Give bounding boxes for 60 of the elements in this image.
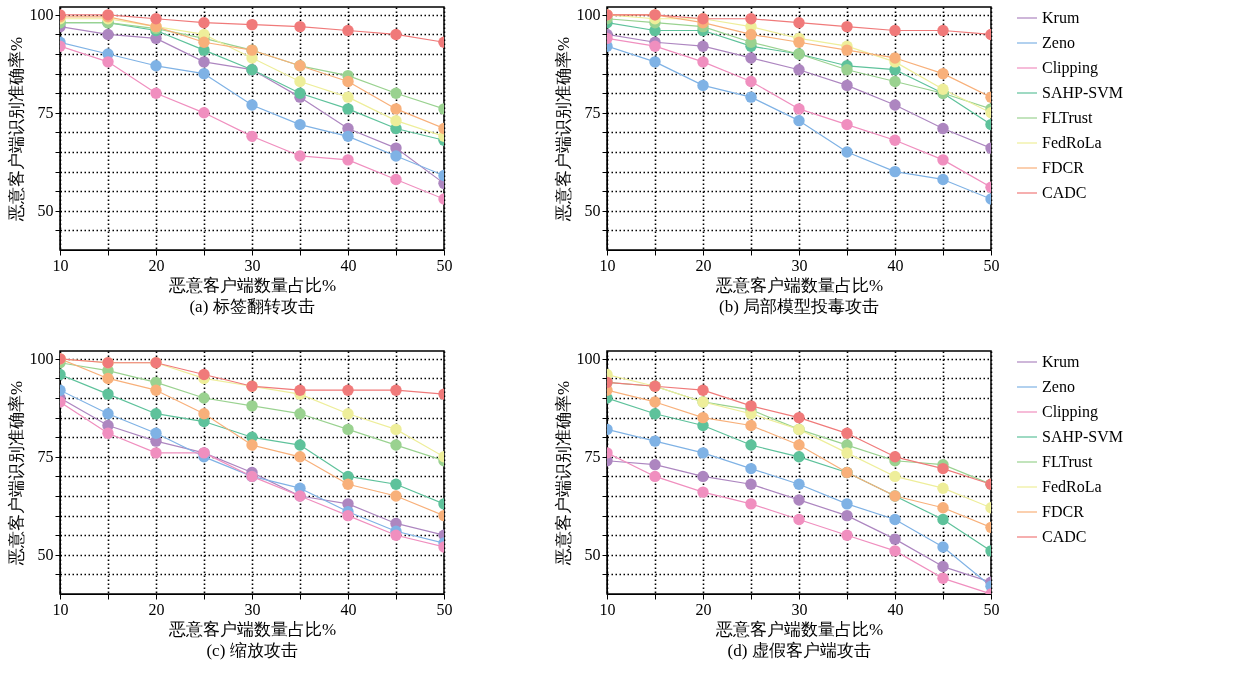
x-axis-title: 恶意客户端数量占比% [714,275,884,295]
y-axis-title: 恶意客户端识别准确率% [553,380,573,567]
text: (d) 虚假客户端攻击 [727,641,871,660]
x-tick-label: 30 [791,256,808,274]
x-tick-label: 50 [436,600,453,618]
text: (a) 标签翻转攻击 [189,297,315,316]
x-tick-label: 20 [695,600,712,618]
y-tick-label: 100 [29,6,54,24]
x-tick-label: 40 [887,600,904,618]
legend-label: Zeno [1042,378,1075,395]
x-tick-label: 20 [148,256,165,274]
legend-label: CADC [1042,184,1087,201]
legend-label: FLTrust [1042,109,1093,126]
legend-label: SAHP-SVM [1042,428,1123,445]
legend-label: Clipping [1042,59,1099,77]
x-tick-label: 30 [244,600,261,618]
x-tick-label: 30 [244,256,261,274]
text: (b) 局部模型投毒攻击 [718,297,880,316]
legend-label: FDCR [1042,503,1085,520]
x-axis-title: 恶意客户端数量占比% [714,619,884,639]
x-tick-label: 20 [695,256,712,274]
legend-label: Krum [1042,353,1080,370]
x-axis-title: 恶意客户端数量占比% [167,275,337,295]
y-tick-label: 50 [584,202,601,220]
legend-label: FedRoLa [1042,478,1102,495]
legend-label: Krum [1042,9,1080,26]
x-tick-label: 20 [148,600,165,618]
x-tick-label: 10 [599,256,616,274]
y-axis-title: 恶意客户端识别准确率% [553,36,573,223]
y-tick-label: 100 [576,6,601,24]
x-tick-label: 40 [340,256,357,274]
legend-label: FedRoLa [1042,134,1102,151]
text: (c) 缩放攻击 [206,641,298,660]
y-tick-label: 100 [576,350,601,368]
y-tick-label: 50 [584,546,601,564]
x-tick-label: 10 [599,600,616,618]
y-tick-label: 75 [584,448,601,466]
legend-label: Clipping [1042,403,1099,421]
y-tick-label: 75 [37,448,54,466]
x-tick-label: 50 [983,256,1000,274]
x-tick-label: 10 [52,600,69,618]
y-tick-label: 75 [37,104,54,122]
x-tick-label: 10 [52,256,69,274]
x-tick-label: 30 [791,600,808,618]
legend-label: FDCR [1042,159,1085,176]
legend-label: CADC [1042,528,1087,545]
x-tick-label: 40 [887,256,904,274]
x-axis-title: 恶意客户端数量占比% [167,619,337,639]
y-tick-label: 50 [37,546,54,564]
y-axis-title: 恶意客户端识别准确率% [6,380,26,567]
legend-label: Zeno [1042,34,1075,51]
legend-label: SAHP-SVM [1042,84,1123,101]
y-axis-title: 恶意客户端识别准确率% [6,36,26,223]
legend-label: FLTrust [1042,453,1093,470]
x-tick-label: 40 [340,600,357,618]
y-tick-label: 50 [37,202,54,220]
y-tick-label: 75 [584,104,601,122]
x-tick-label: 50 [983,600,1000,618]
y-tick-label: 100 [29,350,54,368]
x-tick-label: 50 [436,256,453,274]
